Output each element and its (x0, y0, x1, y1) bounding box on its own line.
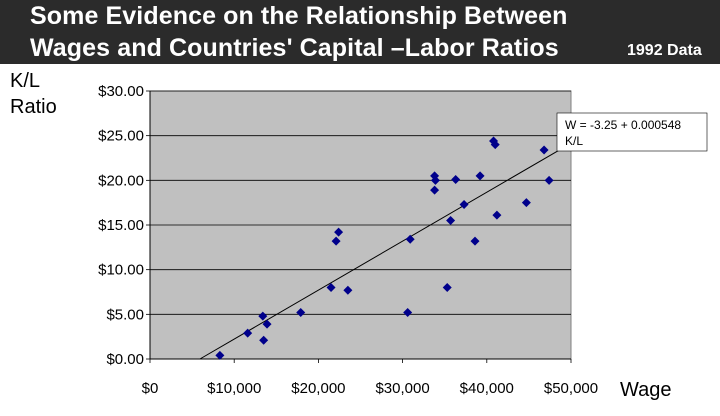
data-point (262, 319, 272, 329)
x-tick-label: $20,000 (291, 380, 345, 397)
data-year-note: 1992 Data (627, 42, 702, 59)
y-tick-label: $30.00 (98, 83, 144, 100)
chart-title-line-1: Some Evidence on the Relationship Betwee… (30, 2, 568, 30)
equation-text-line-1: W = -3.25 + 0.000548 (565, 118, 681, 132)
equation-box (556, 112, 708, 152)
x-tick-label: $40,000 (460, 380, 514, 397)
data-point (331, 236, 341, 246)
data-point (326, 283, 336, 293)
data-point (475, 171, 485, 181)
data-point (405, 234, 415, 244)
data-point (403, 308, 413, 318)
equation-text-line-2: K/L (565, 134, 583, 148)
data-point (430, 185, 440, 195)
x-tick-label: $50,000 (544, 380, 598, 397)
data-point (243, 328, 253, 338)
y-axis-label: K/L Ratio (0, 64, 72, 126)
y-tick-label: $20.00 (98, 172, 144, 189)
x-tick-label: $0 (142, 380, 159, 397)
y-tick-label: $10.00 (98, 262, 144, 279)
y-tick-label: $25.00 (98, 128, 144, 145)
data-point (459, 199, 469, 209)
data-point (259, 335, 269, 345)
data-point (470, 236, 480, 246)
data-point (544, 175, 554, 185)
trendline (199, 141, 574, 360)
chart-title-line-2: Wages and Countries' Capital –Labor Rati… (30, 34, 559, 62)
data-point (492, 210, 502, 220)
x-tick-label: $10,000 (207, 380, 261, 397)
data-point (446, 216, 456, 226)
x-tick-label: $30,000 (375, 380, 429, 397)
data-point (343, 285, 353, 295)
data-point (521, 198, 531, 208)
x-axis-label: Wage (620, 379, 672, 401)
y-tick-label: $0.00 (106, 351, 144, 368)
data-point (490, 140, 500, 150)
data-point (442, 283, 452, 293)
data-point (334, 227, 344, 237)
data-point (539, 145, 549, 155)
data-point (258, 311, 268, 321)
y-tick-label: $5.00 (106, 306, 144, 323)
data-point (451, 174, 461, 184)
data-point (430, 175, 440, 185)
y-tick-label: $15.00 (98, 217, 144, 234)
data-point (215, 350, 225, 360)
data-point (296, 308, 306, 318)
